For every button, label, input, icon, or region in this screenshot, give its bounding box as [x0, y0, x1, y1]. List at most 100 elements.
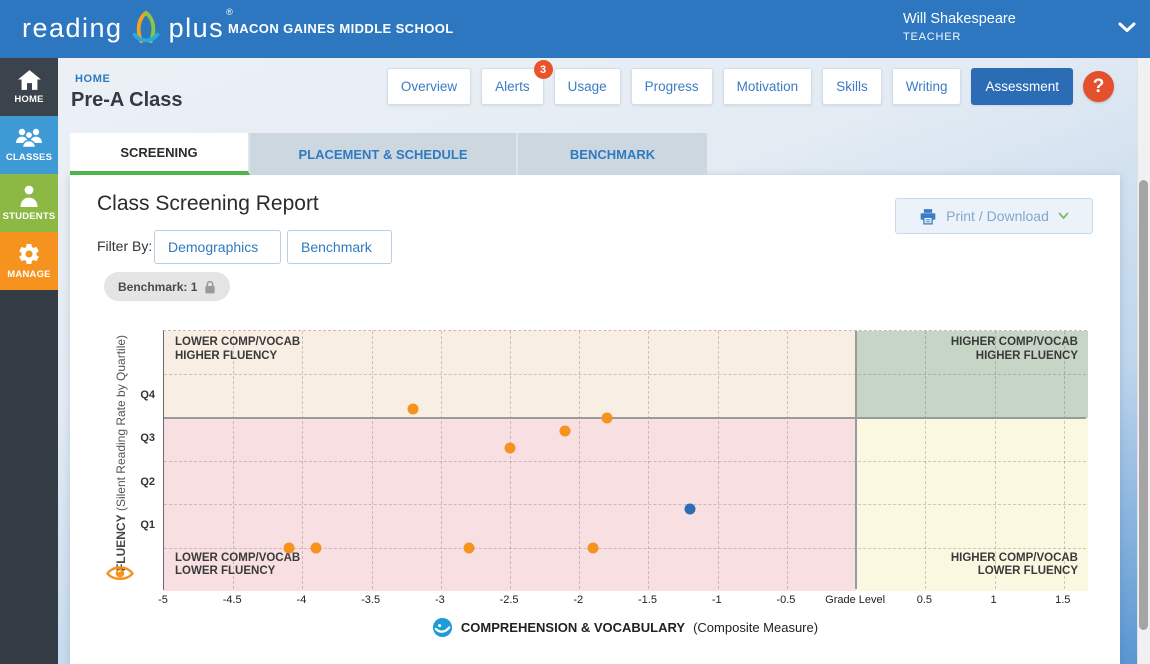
logo-text-reading: reading [22, 12, 123, 43]
tab-screening[interactable]: SCREENING [70, 133, 250, 175]
student-dot[interactable] [587, 542, 599, 554]
sidebar-item-classes[interactable]: CLASSES [0, 116, 58, 174]
x-axis-ticks: -5 -4.5 -4 -3.5 -3 -2.5 -2 -1.5 -1 -0.5 Grade Leve… [158, 594, 1087, 608]
x-tick-label: 1 [990, 594, 997, 606]
nav-button-progress[interactable]: Progress [630, 68, 713, 105]
school-name: MACON GAINES MIDDLE SCHOOL [228, 21, 454, 36]
gridline-vertical [648, 331, 650, 589]
gridline-vertical [510, 331, 512, 589]
report-nav: Overview Alerts 3 Usage Progress Motivat… [386, 60, 1114, 105]
gridline-vertical [371, 331, 373, 589]
page-title: Pre-A Class [71, 89, 183, 111]
x-tick-label: Grade Level [825, 594, 886, 606]
quadrant-top-left [164, 331, 857, 418]
home-icon [17, 70, 41, 90]
x-tick-label: 0.5 [916, 594, 932, 606]
user-name: Will Shakespeare [903, 11, 1016, 27]
y-tick-label: Q2 [140, 475, 155, 488]
print-download-button[interactable]: Print / Download [895, 198, 1093, 234]
x-tick-label: -5 [158, 594, 168, 606]
gridline-vertical [1063, 331, 1065, 589]
gridline-vertical [302, 331, 304, 589]
gridline-vertical [233, 331, 235, 589]
nav-button-skills[interactable]: Skills [822, 68, 882, 105]
gridline-vertical [925, 331, 927, 589]
x-axis-title-rest: (Composite Measure) [693, 620, 819, 635]
x-tick-label: -3.5 [361, 594, 381, 606]
gridline-vertical [786, 331, 788, 589]
reading-plus-logo[interactable]: reading plus® [22, 6, 235, 47]
quadrant-label-top-left: LOWER COMP/VOCAB HIGHER FLUENCY [175, 336, 301, 362]
sidebar-item-home[interactable]: HOME [0, 58, 58, 116]
breadcrumb[interactable]: HOME [75, 73, 111, 85]
demographics-dropdown[interactable]: Demographics [154, 230, 281, 264]
sidebar-item-label: CLASSES [5, 152, 53, 163]
student-dot[interactable] [684, 503, 696, 515]
benchmark-filter-pill[interactable]: Benchmark: 1 [104, 272, 231, 301]
nav-button-writing[interactable]: Writing [891, 68, 962, 105]
logo-text-plus: plus® [168, 6, 235, 43]
quadrant-label-bottom-right: HIGHER COMP/VOCAB LOWER FLUENCY [950, 551, 1078, 578]
report-tabbar: SCREENING PLACEMENT & SCHEDULE BENCHMARK [70, 133, 707, 175]
benchmark-pill-label: Benchmark: 1 [118, 279, 198, 294]
user-menu-chevron-down-icon[interactable] [1118, 22, 1136, 33]
sidebar-item-students[interactable]: STUDENTS [0, 174, 58, 232]
fluency-eye-icon [106, 566, 134, 580]
screening-report-card: Class Screening Report Print / Download … [70, 175, 1120, 664]
demographics-dropdown-label: Demographics [168, 239, 259, 255]
y-axis-ticks: Q4 Q3 Q2 Q1 [115, 330, 155, 590]
grade-level-boundary-line [855, 331, 858, 589]
student-dot[interactable] [463, 542, 475, 554]
x-axis-title: COMPREHENSION & VOCABULARY (Composite Me… [163, 617, 1087, 638]
student-dot[interactable] [504, 442, 516, 454]
y-tick-label: Q3 [140, 432, 155, 445]
gridline-vertical [717, 331, 719, 589]
students-icon [20, 185, 38, 207]
x-tick-label: -2 [573, 594, 584, 606]
x-tick-label: -3 [434, 594, 445, 606]
benchmark-dropdown[interactable]: Benchmark [287, 230, 392, 264]
comprehension-eye-icon [432, 617, 452, 638]
quadrant-top-right [856, 331, 1088, 418]
screening-scatter-chart: FLUENCY (Silent Reading Rate by Quartile… [106, 330, 1088, 638]
gridline-horizontal [164, 504, 1086, 506]
student-dot[interactable] [559, 425, 571, 437]
x-tick-label: -2.5 [499, 594, 519, 606]
classes-icon [16, 128, 42, 149]
tab-placement-schedule[interactable]: PLACEMENT & SCHEDULE [250, 133, 518, 175]
nav-button-motivation[interactable]: Motivation [722, 68, 813, 105]
tab-benchmark[interactable]: BENCHMARK [518, 133, 707, 175]
scrollbar-thumb[interactable] [1139, 180, 1148, 630]
student-dot[interactable] [283, 542, 295, 554]
sidebar-nav: HOME CLASSES STUDENTS MANAGE [0, 58, 58, 664]
gridline-horizontal [164, 547, 1086, 549]
nav-button-assessment[interactable]: Assessment [971, 68, 1073, 105]
scrollbar-track[interactable] [1137, 58, 1150, 664]
sidebar-item-label: STUDENTS [2, 210, 56, 222]
alerts-count-badge: 3 [533, 60, 553, 79]
plot-area: LOWER COMP/VOCAB HIGHER FLUENCY HIGHER COM… [163, 330, 1088, 591]
x-axis-title-bold: COMPREHENSION & VOCABULARY [460, 620, 686, 635]
quadrant-bottom-right [856, 417, 1088, 591]
nav-button-overview[interactable]: Overview [386, 68, 472, 105]
app-header: reading plus® MACON GAINES MIDDLE SCHOOL… [0, 0, 1150, 58]
sidebar-item-manage[interactable]: MANAGE [0, 232, 58, 290]
gridline-vertical [579, 331, 581, 589]
gridline-horizontal [164, 461, 1086, 462]
reading-plus-logo-icon [132, 10, 159, 44]
gear-icon [19, 244, 39, 264]
student-dot[interactable] [310, 542, 322, 554]
sidebar-item-label: HOME [14, 94, 44, 105]
quadrant-label-bottom-left: LOWER COMP/VOCAB LOWER FLUENCY [175, 551, 301, 578]
help-button[interactable]: ? [1083, 71, 1114, 102]
student-dot[interactable] [407, 403, 419, 415]
user-menu[interactable]: Will Shakespeare TEACHER [903, 11, 1016, 43]
quadrant-label-top-right: HIGHER COMP/VOCAB HIGHER FLUENCY [950, 336, 1078, 362]
nav-button-alerts[interactable]: Alerts 3 [481, 60, 553, 105]
filter-by-label: Filter By: [97, 238, 153, 254]
student-dot[interactable] [601, 412, 613, 424]
gridline-vertical [440, 331, 442, 589]
nav-button-usage[interactable]: Usage [553, 68, 621, 105]
sidebar-item-label: MANAGE [7, 269, 51, 280]
